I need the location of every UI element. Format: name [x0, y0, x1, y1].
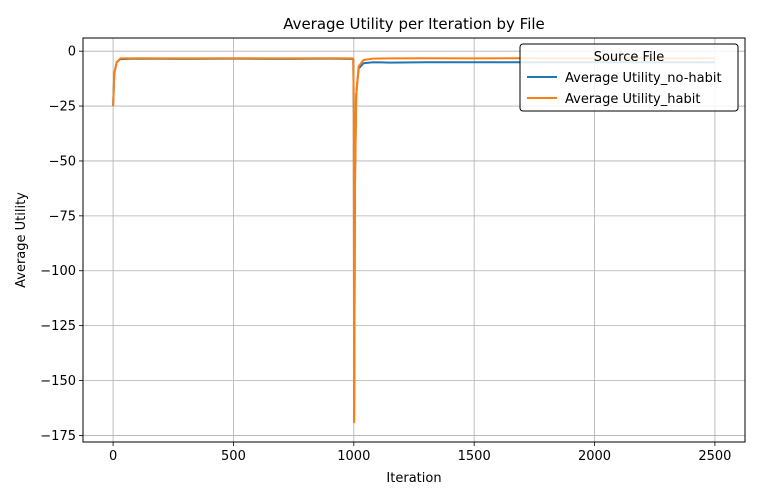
series-line-habit: [112, 57, 715, 424]
y-tick-label: −25: [49, 100, 76, 115]
series-layer: [112, 57, 715, 424]
legend-title: Source File: [594, 50, 665, 65]
y-tick-label: −50: [49, 154, 76, 169]
x-axis-label: Iteration: [386, 471, 441, 486]
x-tick-label: 2500: [698, 449, 731, 464]
chart-title: Average Utility per Iteration by File: [283, 15, 545, 33]
y-tick-label: −175: [40, 429, 76, 444]
legend-label-habit: Average Utility_habit: [565, 92, 700, 107]
legend-box: [519, 43, 739, 112]
y-axis-label: Average Utility: [14, 192, 29, 288]
x-tick-label: 0: [109, 449, 117, 464]
axes-frame: [82, 37, 746, 443]
x-tick-label: 1000: [337, 449, 370, 464]
y-tick-label: 0: [68, 45, 76, 60]
series-line-no-habit: [112, 57, 715, 421]
x-tick-label: 500: [221, 449, 246, 464]
ticks: 0 500 1000 1500 2000 2500 0 −25 −50 −75 −100 −125 −1…: [40, 45, 731, 464]
y-tick-label: −150: [40, 374, 76, 389]
x-tick-label: 1500: [458, 449, 491, 464]
legend: Source File Average Utility_no-habit Ave…: [519, 43, 739, 112]
y-tick-label: −100: [40, 264, 76, 279]
x-tick-label: 2000: [578, 449, 611, 464]
y-tick-label: −75: [49, 209, 76, 224]
y-tick-label: −125: [40, 319, 76, 334]
legend-label-no-habit: Average Utility_no-habit: [565, 71, 722, 86]
